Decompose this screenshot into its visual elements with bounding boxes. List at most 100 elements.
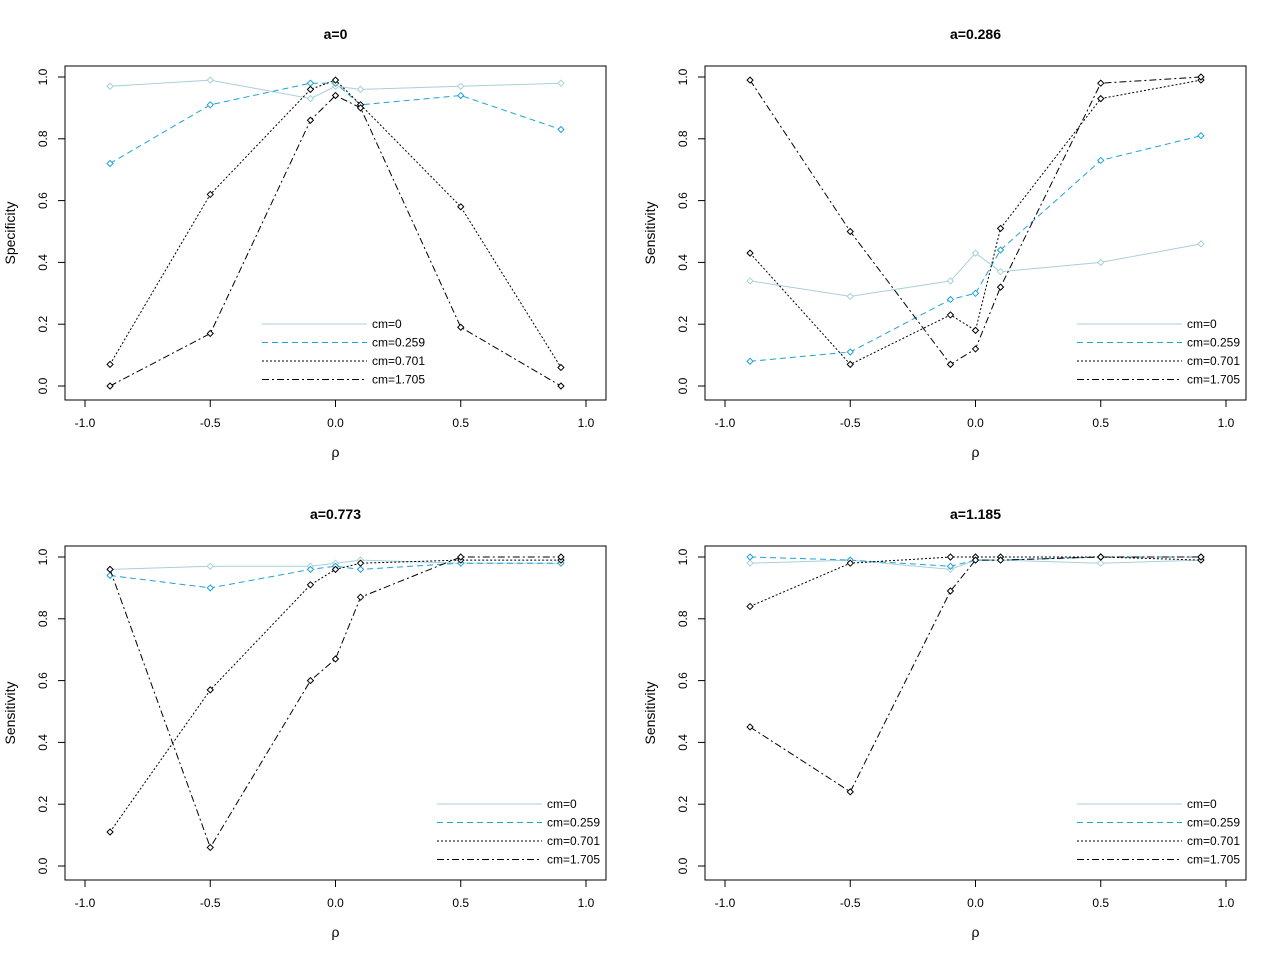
data-point	[306, 565, 315, 574]
y-tick-label: 0.4	[676, 254, 690, 271]
series-line-3	[109, 559, 561, 833]
chart-title: a=0	[324, 26, 348, 42]
data-point	[356, 559, 365, 567]
data-point	[306, 94, 315, 103]
legend-label: cm=0.701	[1187, 834, 1240, 848]
data-point	[106, 382, 114, 390]
data-point	[846, 559, 854, 567]
x-tick-label: -0.5	[200, 416, 221, 430]
data-point	[356, 565, 365, 574]
data-point	[1097, 94, 1105, 103]
data-point	[331, 565, 340, 574]
data-point	[1097, 79, 1105, 87]
data-point	[106, 360, 114, 369]
data-point	[206, 584, 214, 592]
data-point	[557, 125, 565, 134]
plot-frame	[64, 65, 607, 401]
data-point	[996, 224, 1005, 233]
data-point	[331, 76, 340, 84]
panel-3: a=0.773 -1.0 -0.5 0.0 0.5 1.0 ρ 0.0 0.2 0.4 0.6 0.8…	[2, 506, 607, 940]
y-tick-label: 0.8	[676, 130, 690, 147]
data-point	[1197, 73, 1205, 81]
data-point	[746, 723, 754, 731]
data-point	[946, 277, 955, 285]
y-tick-label: 0.8	[36, 610, 50, 627]
data-point	[356, 85, 365, 94]
data-point	[746, 76, 754, 84]
y-tick-label: 0.6	[36, 192, 50, 209]
data-point	[557, 553, 565, 561]
data-point	[746, 277, 754, 285]
y-tick-label: 1.0	[36, 68, 50, 85]
x-tick-label: 0.5	[1092, 896, 1109, 910]
x-tick-label: 0.5	[452, 896, 469, 910]
y-tick-label: 0.6	[676, 672, 690, 689]
data-point	[996, 556, 1005, 564]
data-point	[457, 553, 465, 561]
legend-label: cm=0.701	[372, 354, 425, 368]
data-point	[946, 587, 955, 595]
data-point	[846, 788, 854, 796]
legend-label: cm=0	[1187, 317, 1217, 331]
x-tick-label: -1.0	[715, 896, 736, 910]
y-tick-label: 0.0	[676, 857, 690, 874]
x-tick-label: -1.0	[75, 416, 96, 430]
data-point	[306, 85, 315, 94]
data-point	[846, 348, 854, 356]
data-point	[946, 311, 955, 319]
legend-label: cm=1.705	[1187, 853, 1240, 867]
series-line-3	[749, 79, 1202, 366]
data-point	[746, 602, 754, 611]
x-tick-label: 0.0	[967, 896, 984, 910]
y-tick-label: 0.4	[36, 254, 50, 271]
data-point	[971, 326, 980, 335]
x-tick-label: 0.5	[1092, 416, 1109, 430]
data-point	[946, 360, 955, 369]
data-point	[996, 246, 1005, 254]
chart-title: a=0.286	[950, 26, 1001, 42]
data-point	[306, 116, 315, 124]
x-tick-label: 1.0	[578, 896, 595, 910]
legend-label: cm=1.705	[372, 373, 425, 387]
x-axis-title: ρ	[332, 444, 340, 460]
chart-title: a=0.773	[310, 506, 361, 522]
chart-title: a=1.185	[950, 506, 1001, 522]
data-point	[1197, 132, 1205, 140]
y-tick-label: 1.0	[676, 68, 690, 85]
x-tick-label: -0.5	[200, 896, 221, 910]
data-point	[106, 159, 114, 168]
data-point	[206, 190, 214, 199]
y-axis-title: Sensitivity	[2, 681, 18, 744]
data-point	[557, 382, 565, 390]
data-point	[106, 565, 114, 574]
data-point	[306, 581, 315, 589]
data-point	[946, 553, 955, 561]
data-point	[206, 76, 214, 84]
series-line-4	[749, 76, 1202, 366]
legend-label: cm=1.705	[1187, 373, 1240, 387]
y-tick-label: 0.6	[36, 672, 50, 689]
series-line-3	[749, 556, 1202, 607]
y-axis-title: Specificity	[2, 201, 18, 264]
data-point	[1197, 553, 1205, 561]
y-tick-label: 1.0	[676, 548, 690, 565]
data-point	[356, 104, 365, 112]
data-point	[846, 292, 854, 301]
y-tick-label: 0.2	[676, 796, 690, 813]
data-point	[206, 101, 214, 109]
data-point	[846, 360, 854, 369]
x-tick-label: 0.0	[327, 416, 344, 430]
legend-label: cm=0	[1187, 797, 1217, 811]
data-point	[457, 91, 465, 100]
plot-frame	[704, 545, 1247, 881]
data-point	[331, 655, 340, 663]
data-point	[996, 267, 1005, 276]
data-point	[746, 553, 754, 561]
y-tick-label: 0.0	[36, 857, 50, 874]
x-tick-label: -0.5	[840, 416, 861, 430]
x-tick-label: 1.0	[1218, 416, 1235, 430]
data-point	[946, 562, 955, 570]
legend-label: cm=0	[372, 317, 402, 331]
data-point	[106, 828, 114, 836]
